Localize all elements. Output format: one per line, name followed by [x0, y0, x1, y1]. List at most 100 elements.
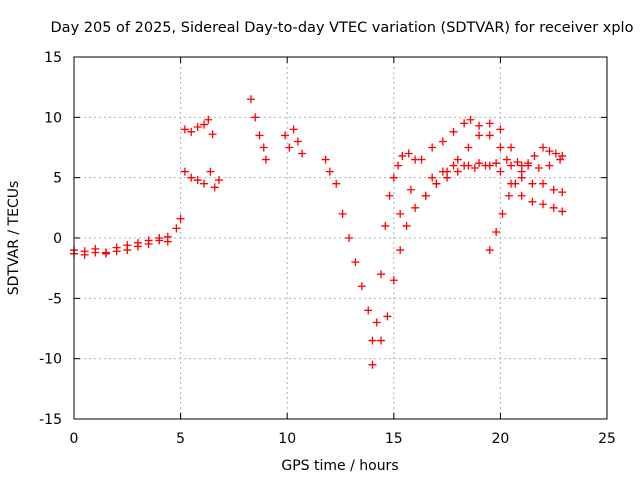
series-sat-h	[368, 149, 420, 369]
data-points	[70, 95, 567, 369]
data-point	[246, 95, 255, 104]
y-tick-label: -5	[48, 291, 62, 307]
data-point	[421, 191, 430, 200]
y-axis-label: SDTVAR / TECUs	[6, 181, 22, 296]
series-sat-i	[377, 119, 526, 345]
y-tick-label: 15	[44, 50, 62, 66]
series-sat-k	[421, 159, 567, 216]
data-point	[383, 312, 392, 321]
y-tick-label: -15	[39, 412, 62, 428]
data-point	[357, 282, 366, 291]
plot-frame	[73, 56, 608, 420]
data-point	[475, 131, 484, 140]
data-point	[460, 161, 469, 170]
series-sat-a	[70, 214, 185, 259]
data-point	[180, 167, 189, 176]
data-point	[460, 119, 469, 128]
data-point	[368, 360, 377, 369]
chart-title: Day 205 of 2025, Sidereal Day-to-day VTE…	[51, 20, 634, 36]
data-point	[208, 130, 217, 139]
data-point	[402, 221, 411, 230]
data-point	[321, 155, 330, 164]
data-point	[481, 161, 490, 170]
data-point	[206, 167, 215, 176]
series-sat-d	[180, 167, 223, 192]
data-point	[398, 151, 407, 160]
data-point	[377, 270, 386, 279]
y-tick-label: 5	[53, 171, 62, 187]
data-point	[187, 173, 196, 182]
data-point	[394, 161, 403, 170]
data-point	[492, 227, 501, 236]
data-point	[558, 188, 567, 197]
data-point	[298, 149, 307, 158]
data-point	[551, 149, 560, 158]
data-point	[485, 131, 494, 140]
data-point	[200, 179, 209, 188]
x-tick-label: 25	[598, 431, 616, 447]
data-point	[507, 143, 516, 152]
data-point	[406, 185, 415, 194]
data-point	[428, 173, 437, 182]
data-point	[385, 191, 394, 200]
data-point	[556, 155, 565, 164]
y-tick-label: 0	[53, 231, 62, 247]
x-tick-label: 20	[491, 431, 509, 447]
x-axis-label: GPS time / hours	[281, 458, 398, 474]
data-point	[180, 125, 189, 134]
data-point	[101, 248, 110, 257]
data-point	[411, 203, 420, 212]
data-point	[528, 179, 537, 188]
data-point	[389, 276, 398, 285]
data-point	[428, 143, 437, 152]
data-point	[368, 336, 377, 345]
data-point	[289, 125, 298, 134]
data-point	[475, 159, 484, 168]
data-point	[193, 176, 202, 185]
series-sat-g	[321, 155, 377, 345]
data-point	[210, 183, 219, 192]
data-point	[255, 131, 264, 140]
data-point	[528, 197, 537, 206]
data-point	[372, 318, 381, 327]
data-point	[507, 161, 516, 170]
data-point	[351, 258, 360, 267]
data-point	[389, 173, 398, 182]
data-point	[381, 221, 390, 230]
data-point	[496, 143, 505, 152]
data-point	[443, 173, 452, 182]
series-sat-f	[281, 125, 307, 158]
data-point	[517, 191, 526, 200]
data-point	[417, 155, 426, 164]
data-point	[470, 164, 479, 173]
data-point	[176, 214, 185, 223]
data-point	[539, 143, 548, 152]
data-point	[133, 238, 142, 247]
data-point	[144, 236, 153, 245]
y-tick-label: 10	[44, 110, 62, 126]
data-point	[251, 113, 260, 122]
data-point	[453, 155, 462, 164]
data-point	[558, 207, 567, 216]
data-point	[498, 209, 507, 218]
series-sat-b	[70, 234, 172, 257]
series-sat-j	[396, 115, 567, 218]
data-point	[504, 191, 513, 200]
data-point	[502, 155, 511, 164]
data-point	[404, 149, 413, 158]
data-point	[204, 115, 213, 124]
data-point	[485, 246, 494, 255]
data-point	[513, 157, 522, 166]
data-point	[524, 161, 533, 170]
data-point	[293, 137, 302, 146]
data-point	[91, 244, 100, 253]
data-point	[549, 203, 558, 212]
data-point	[123, 241, 132, 250]
data-point	[449, 161, 458, 170]
x-tick-label: 15	[385, 431, 403, 447]
data-point	[475, 121, 484, 130]
series-sat-l	[485, 143, 567, 255]
data-point	[496, 167, 505, 176]
data-point	[496, 125, 505, 134]
data-point	[285, 143, 294, 152]
